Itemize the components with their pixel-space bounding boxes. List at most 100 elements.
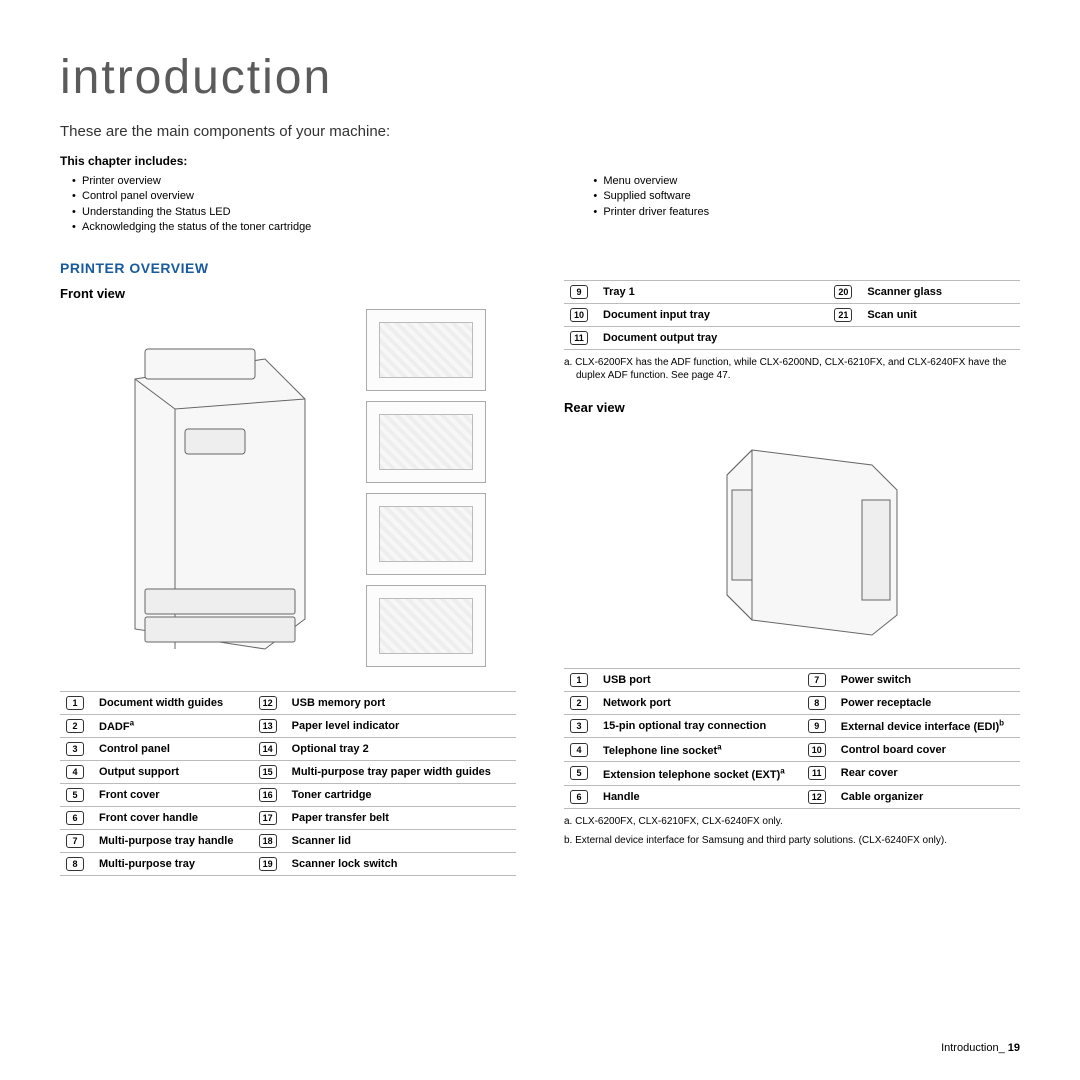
detail-box-1 — [366, 309, 486, 391]
table-row: 6Handle12Cable organizer — [564, 785, 1020, 808]
part-number: 19 — [259, 857, 277, 871]
part-label: Extension telephone socket (EXT)a — [603, 769, 785, 781]
rear-diagram — [652, 423, 932, 658]
part-label: Power receptacle — [841, 697, 932, 709]
part-label: Document output tray — [603, 332, 717, 344]
table-row: 10 Document input tray 21 Scan unit — [564, 303, 1020, 326]
part-number: 7 — [808, 673, 826, 687]
chapter-bullets: Printer overviewControl panel overviewUn… — [60, 174, 1020, 236]
part-label: Scanner lid — [292, 835, 351, 847]
table-row: 8 Multi-purpose tray 19 Scanner lock switch — [60, 853, 516, 876]
part-label: Multi-purpose tray paper width guides — [292, 766, 491, 778]
part-number: 5 — [570, 766, 588, 780]
part-label: External device interface (EDI)b — [841, 721, 1004, 733]
part-number: 10 — [808, 743, 826, 757]
part-number: 15 — [259, 765, 277, 779]
chapter-heading: This chapter includes: — [60, 154, 1020, 168]
section-title: PRINTER OVERVIEW — [60, 260, 1020, 276]
table-row: 4Telephone line socketa10Control board c… — [564, 738, 1020, 762]
part-label: Scanner glass — [867, 286, 942, 298]
part-number: 2 — [66, 719, 84, 733]
table-row: 4 Output support 15 Multi-purpose tray pape… — [60, 761, 516, 784]
bullet-item: Understanding the Status LED — [72, 205, 311, 220]
part-label: Tray 1 — [603, 286, 635, 298]
part-label: Document width guides — [99, 697, 223, 709]
part-label: Power switch — [841, 674, 911, 686]
part-number: 9 — [570, 285, 588, 299]
rear-footnote-a: a. CLX-6200FX, CLX-6210FX, CLX-6240FX on… — [564, 815, 1020, 828]
detail-box-3 — [366, 493, 486, 575]
bullet-item: Menu overview — [593, 174, 709, 189]
part-number: 18 — [259, 834, 277, 848]
table-row: 1Document width guides12USB memory port — [60, 691, 516, 714]
part-label: Rear cover — [841, 767, 898, 779]
front-view-title: Front view — [60, 286, 516, 301]
part-label: USB memory port — [292, 697, 386, 709]
front-diagram-details — [366, 309, 486, 679]
detail-box-4 — [366, 585, 486, 667]
part-label: DADFa — [99, 721, 134, 733]
part-number: 8 — [66, 857, 84, 871]
part-label: Paper transfer belt — [292, 812, 389, 824]
table-row: 5Front cover16Toner cartridge — [60, 784, 516, 807]
part-label: Telephone line socketa — [603, 745, 722, 757]
part-label: Document input tray — [603, 309, 710, 321]
part-number: 17 — [259, 811, 277, 825]
part-number: 9 — [808, 719, 826, 733]
bullet-item: Printer overview — [72, 174, 311, 189]
part-number: 3 — [66, 742, 84, 756]
part-label: Multi-purpose tray handle — [99, 835, 233, 847]
front-diagram-group — [60, 309, 516, 679]
part-label: Cable organizer — [841, 791, 924, 803]
front-parts-table: 1Document width guides12USB memory port2… — [60, 691, 516, 877]
table-row: 1USB port7Power switch — [564, 668, 1020, 691]
table-row: 11 Document output tray — [564, 326, 1020, 349]
part-number: 10 — [570, 308, 588, 322]
part-number: 14 — [259, 742, 277, 756]
part-number: 16 — [259, 788, 277, 802]
footer-label: Introduction — [941, 1042, 998, 1054]
footer-page: 19 — [1008, 1042, 1020, 1054]
part-number: 12 — [808, 790, 826, 804]
part-label: Network port — [603, 697, 671, 709]
right-column: 9 Tray 1 20 Scanner glass 10 Document input t… — [564, 280, 1020, 877]
part-label: USB port — [603, 674, 651, 686]
part-label: Scanner lock switch — [292, 858, 398, 870]
part-label: Toner cartridge — [292, 789, 372, 801]
part-number: 3 — [570, 719, 588, 733]
bullet-list-left: Printer overviewControl panel overviewUn… — [60, 174, 311, 236]
part-label: Scan unit — [867, 309, 917, 321]
part-label: Front cover handle — [99, 812, 198, 824]
page-footer: Introduction_ 19 — [941, 1042, 1020, 1054]
part-label: Multi-purpose tray — [99, 858, 195, 870]
table-row: 7 Multi-purpose tray handle 18 Scanner lid — [60, 830, 516, 853]
page-title: introduction — [60, 50, 1020, 105]
table-row: 2Network port8Power receptacle — [564, 691, 1020, 714]
bullet-list-right: Menu overviewSupplied softwarePrinter dr… — [581, 174, 709, 236]
part-label: Paper level indicator — [292, 720, 400, 732]
left-column: Front view — [60, 280, 516, 877]
rear-parts-table: 1USB port7Power switch2Network port8Powe… — [564, 668, 1020, 809]
page-subtitle: These are the main components of your ma… — [60, 123, 1020, 140]
part-number: 1 — [66, 696, 84, 710]
table-row: 3Control panel14Optional tray 2 — [60, 738, 516, 761]
bullet-item: Acknowledging the status of the toner ca… — [72, 220, 311, 235]
part-number: 8 — [808, 696, 826, 710]
part-number: 13 — [259, 719, 277, 733]
part-label: 15-pin optional tray connection — [603, 720, 766, 732]
rear-footnote-b: b. External device interface for Samsung… — [564, 834, 1020, 847]
front-diagram-main — [60, 309, 350, 679]
table-row: 9 Tray 1 20 Scanner glass — [564, 280, 1020, 303]
bullet-item: Supplied software — [593, 189, 709, 204]
part-number: 4 — [66, 765, 84, 779]
part-number: 7 — [66, 834, 84, 848]
part-number: 21 — [834, 308, 852, 322]
front-parts-extra-table: 9 Tray 1 20 Scanner glass 10 Document input t… — [564, 280, 1020, 350]
part-number: 11 — [570, 331, 588, 345]
part-number: 20 — [834, 285, 852, 299]
table-row: 6Front cover handle17Paper transfer belt — [60, 807, 516, 830]
table-row: 3 15-pin optional tray connection 9 Externa… — [564, 714, 1020, 738]
part-label: Front cover — [99, 789, 160, 801]
table-row: 5Extension telephone socket (EXT)a11Rear… — [564, 761, 1020, 785]
part-label: Output support — [99, 766, 179, 778]
